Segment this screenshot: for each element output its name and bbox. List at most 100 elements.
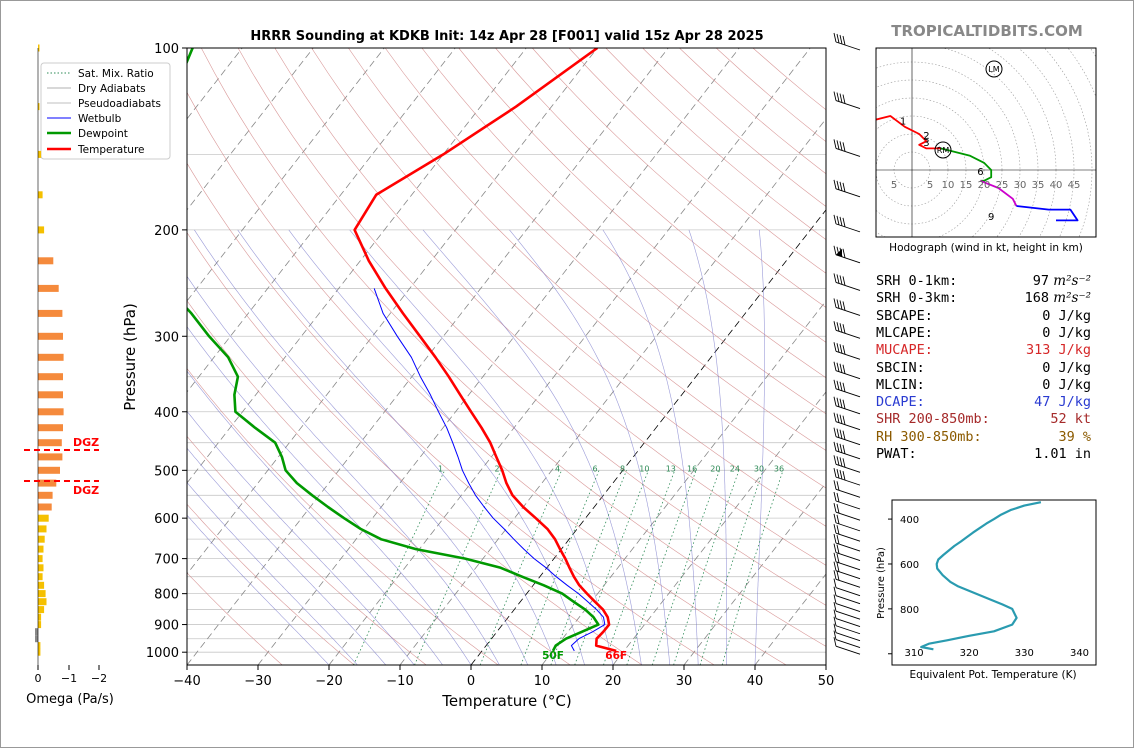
barb-staff xyxy=(835,450,861,460)
stat-row: SHR 200-850mb: 52 kt xyxy=(876,411,1091,428)
barb-flag xyxy=(839,344,843,354)
mixing-ratio-line xyxy=(414,470,502,665)
wind-barb xyxy=(833,273,861,291)
stat-number: 0 J/kg xyxy=(1042,376,1091,393)
wind-barb xyxy=(833,361,861,380)
barb-flag xyxy=(839,93,843,103)
skewt-xlabel: Temperature (°C) xyxy=(441,692,571,710)
skewt-ytick-label: 700 xyxy=(154,553,179,568)
stat-row: SBCIN: 0 J/kg xyxy=(876,360,1091,377)
barb-flag xyxy=(833,503,837,513)
barb-staff xyxy=(835,500,861,510)
hodo-ring-label: 10 xyxy=(942,180,955,191)
isotherm xyxy=(187,48,527,484)
barb-flag xyxy=(833,273,837,283)
pseudoadiabat xyxy=(602,229,699,665)
barb-flag xyxy=(839,181,843,191)
skewt-xtick-label: −10 xyxy=(386,674,413,689)
omega-bar xyxy=(38,284,59,292)
chart-title: HRRR Sounding at KDKB Init: 14z Apr 28 [… xyxy=(250,29,763,44)
omega-bar xyxy=(38,424,63,432)
hodo-trace xyxy=(980,179,1018,207)
omega-tick-1: −1 xyxy=(61,672,77,685)
surface-temp-label: 66F xyxy=(605,650,627,662)
wind-barb xyxy=(833,91,861,109)
dry-adiabat xyxy=(187,162,715,665)
barb-flag xyxy=(836,362,840,372)
pseudoadiabat xyxy=(422,229,642,665)
mixing-ratio-line xyxy=(626,470,697,665)
stat-number: 97 xyxy=(1032,273,1050,289)
barb-flag xyxy=(833,513,837,523)
omega-bar xyxy=(38,150,42,158)
mixing-ratio-label: 36 xyxy=(774,465,784,474)
barb-flag xyxy=(836,428,840,438)
barb-flag xyxy=(839,443,843,453)
wind-barb xyxy=(833,480,861,498)
hodo-ring-label: 5 xyxy=(891,180,897,191)
wind-barb xyxy=(833,427,861,446)
wind-barb xyxy=(833,468,861,486)
omega-xlabel: Omega (Pa/s) xyxy=(26,692,114,707)
theta-e-xtick-label: 340 xyxy=(1070,648,1089,659)
stat-value: 47 J/kg xyxy=(1034,394,1091,410)
barb-flag xyxy=(842,94,846,104)
dry-adiabat xyxy=(384,48,826,451)
hodo-height-label: 3 xyxy=(923,138,929,149)
barb-flag xyxy=(836,456,840,466)
stat-unit: m²s⁻² xyxy=(1049,290,1091,307)
stat-label: SRH 0-1km: xyxy=(876,273,958,289)
omega-bar xyxy=(38,408,64,416)
barb-flag xyxy=(839,300,843,310)
barb-flag xyxy=(836,514,840,524)
barb-flag xyxy=(833,468,837,478)
isotherm xyxy=(470,209,826,665)
stat-row: MLCAPE: 0 J/kg xyxy=(876,325,1091,342)
barb-flag xyxy=(842,248,846,258)
series-wetbulb xyxy=(373,288,606,652)
barb-flag xyxy=(836,215,840,225)
barb-flag xyxy=(833,630,837,640)
stat-label: SHR 200-850mb: xyxy=(876,411,990,428)
hodo-ring-label: 5 xyxy=(927,180,933,191)
barb-staff xyxy=(835,307,861,316)
omega-bar xyxy=(38,573,43,581)
wind-barb xyxy=(833,570,861,588)
skewt-ytick-label: 1000 xyxy=(146,646,179,661)
pseudoadiabat xyxy=(194,229,529,665)
wind-barb xyxy=(833,561,861,580)
theta-e-xtick-label: 320 xyxy=(960,648,979,659)
stat-label: PWAT: xyxy=(876,446,917,462)
wind-barb xyxy=(833,586,861,605)
barb-flag xyxy=(839,363,843,373)
barb-flag xyxy=(839,381,843,391)
barb-flag xyxy=(839,275,843,285)
dry-adiabat xyxy=(532,48,826,308)
dry-adiabat xyxy=(187,503,355,665)
dry-adiabat xyxy=(187,300,571,665)
barb-flag xyxy=(842,324,846,334)
barb-flag xyxy=(833,396,837,406)
theta-e-ytick-label: 400 xyxy=(900,515,919,526)
barb-flag xyxy=(842,142,846,152)
barb-flag xyxy=(833,342,837,352)
stat-number: 0 J/kg xyxy=(1042,359,1091,376)
barb-flag xyxy=(833,594,837,604)
barb-staff xyxy=(835,511,861,521)
mixing-ratio-label: 20 xyxy=(710,465,720,474)
omega-bar xyxy=(38,257,54,265)
barb-staff xyxy=(835,463,861,473)
legend-temperature: Temperature xyxy=(77,144,145,156)
barb-staff xyxy=(835,532,861,542)
wind-barb xyxy=(833,552,861,571)
hodograph-caption: Hodograph (wind in kt, height in km) xyxy=(889,242,1083,254)
omega-bar xyxy=(38,564,44,572)
mixing-ratio-line xyxy=(651,470,720,665)
omega-bar xyxy=(38,439,62,447)
dry-adiabat xyxy=(187,435,427,665)
barb-flag xyxy=(839,34,843,45)
barb-flag xyxy=(833,32,837,43)
barb-flag xyxy=(836,534,840,545)
skewt-frame xyxy=(186,47,827,666)
stat-row: MLCIN: 0 J/kg xyxy=(876,377,1091,394)
